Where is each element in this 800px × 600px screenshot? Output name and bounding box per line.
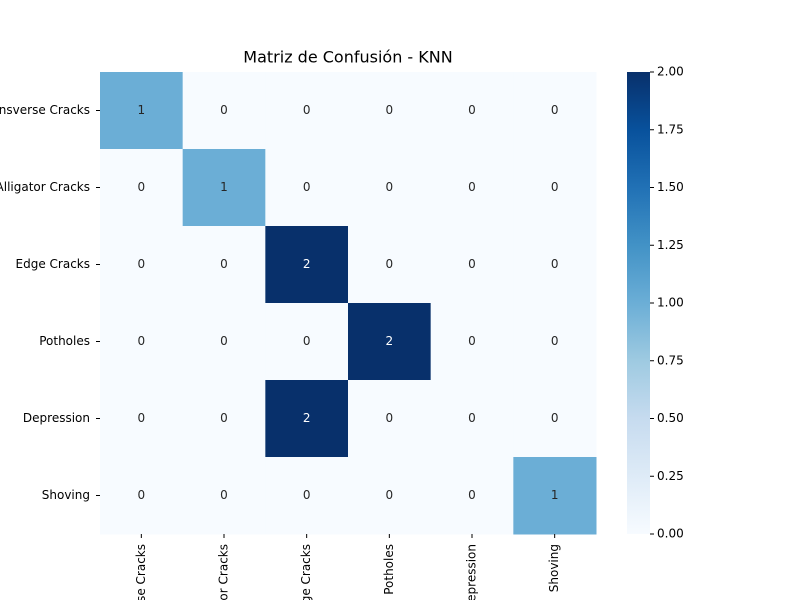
colorbar-tick-label: 0.25: [657, 469, 684, 483]
heatmap-cell: [182, 72, 266, 150]
heatmap-cell: [182, 226, 266, 304]
y-tick-label: Shoving: [42, 488, 90, 502]
y-tick-label: Edge Cracks: [16, 257, 90, 271]
heatmap-cell: [430, 457, 514, 535]
cell-label: 0: [386, 488, 394, 502]
heatmap-cell: [430, 303, 514, 381]
cell-label: 0: [551, 180, 559, 194]
y-tick-label: Transverse Cracks: [0, 103, 90, 117]
cell-label: 0: [551, 257, 559, 271]
heatmap-cell: [100, 380, 184, 458]
heatmap-cell: [348, 457, 432, 535]
colorbar-tick-label: 0.50: [657, 411, 684, 425]
heatmap-cell: [513, 303, 597, 381]
cell-label: 0: [220, 334, 228, 348]
heatmap-cell: [100, 457, 184, 535]
y-tick-label: Depression: [23, 411, 90, 425]
cell-label: 0: [386, 103, 394, 117]
heatmap-cell: [430, 226, 514, 304]
heatmap-cell: [430, 149, 514, 227]
cell-label: 1: [138, 103, 146, 117]
heatmap-cell: [100, 226, 184, 304]
heatmap-cell: [348, 303, 432, 381]
cell-label: 0: [138, 334, 146, 348]
cell-label: 0: [138, 488, 146, 502]
cell-label: 0: [303, 180, 311, 194]
colorbar-tick-label: 1.25: [657, 238, 684, 252]
heatmap-cell: [265, 72, 349, 150]
heatmap-cell: [513, 149, 597, 227]
cell-label: 0: [220, 257, 228, 271]
heatmap-cell: [182, 303, 266, 381]
y-tick-label: Potholes: [39, 334, 90, 348]
cell-label: 0: [138, 257, 146, 271]
chart-title: Matriz de Confusión - KNN: [243, 48, 452, 67]
cell-label: 0: [220, 103, 228, 117]
cell-label: 0: [138, 180, 146, 194]
heatmap-cell: [265, 457, 349, 535]
cell-label: 0: [468, 334, 476, 348]
cell-label: 0: [468, 411, 476, 425]
heatmap-cell: [348, 149, 432, 227]
heatmap-cell: [348, 72, 432, 150]
cell-label: 0: [220, 488, 228, 502]
x-tick-label: Depression: [465, 544, 479, 600]
cell-label: 0: [551, 103, 559, 117]
cell-label: 0: [468, 180, 476, 194]
heatmap-cell: [265, 380, 349, 458]
x-tick-label: Shoving: [547, 544, 561, 592]
heatmap-cell: [265, 226, 349, 304]
cell-label: 2: [303, 257, 311, 271]
cell-label: 0: [303, 334, 311, 348]
heatmap-cell: [265, 303, 349, 381]
heatmap-cell: [348, 380, 432, 458]
colorbar-tick-label: 0.00: [657, 527, 684, 541]
heatmap-cell: [513, 72, 597, 150]
x-tick-label: Transverse Cracks: [134, 544, 148, 600]
colorbar-tick-label: 1.50: [657, 180, 684, 194]
y-tick-label: Alligator Cracks: [0, 180, 90, 194]
heatmap-cell: [182, 149, 266, 227]
colorbar-tick-label: 0.75: [657, 353, 684, 367]
heatmap-cell: [513, 380, 597, 458]
cell-label: 0: [468, 257, 476, 271]
cell-label: 1: [551, 488, 559, 502]
cell-label: 0: [551, 411, 559, 425]
cell-label: 0: [468, 103, 476, 117]
heatmap-cell: [513, 226, 597, 304]
cell-label: 0: [220, 411, 228, 425]
cell-label: 0: [303, 488, 311, 502]
heatmap-cell: [100, 72, 184, 150]
cell-label: 0: [138, 411, 146, 425]
heatmap-cell: [265, 149, 349, 227]
cell-label: 2: [303, 411, 311, 425]
cell-label: 0: [386, 257, 394, 271]
colorbar-tick-label: 2.00: [657, 65, 684, 79]
cell-label: 0: [386, 180, 394, 194]
heatmap-cell: [182, 380, 266, 458]
heatmap-cell: [100, 149, 184, 227]
x-tick-label: Potholes: [382, 544, 396, 595]
x-tick-label: Alligator Cracks: [217, 544, 231, 600]
colorbar-tick-label: 1.00: [657, 296, 684, 310]
cell-label: 0: [468, 488, 476, 502]
heatmap-cell: [430, 72, 514, 150]
cell-label: 1: [220, 180, 228, 194]
x-tick-label: Edge Cracks: [299, 544, 313, 600]
cell-label: 0: [303, 103, 311, 117]
colorbar-tick-label: 1.75: [657, 122, 684, 136]
cell-label: 0: [386, 411, 394, 425]
cell-label: 0: [551, 334, 559, 348]
heatmap-cell: [348, 226, 432, 304]
heatmap-cell: [182, 457, 266, 535]
heatmap-cell: [100, 303, 184, 381]
cell-label: 2: [386, 334, 394, 348]
heatmap-cell: [513, 457, 597, 535]
colorbar: [627, 72, 650, 534]
heatmap-cell: [430, 380, 514, 458]
